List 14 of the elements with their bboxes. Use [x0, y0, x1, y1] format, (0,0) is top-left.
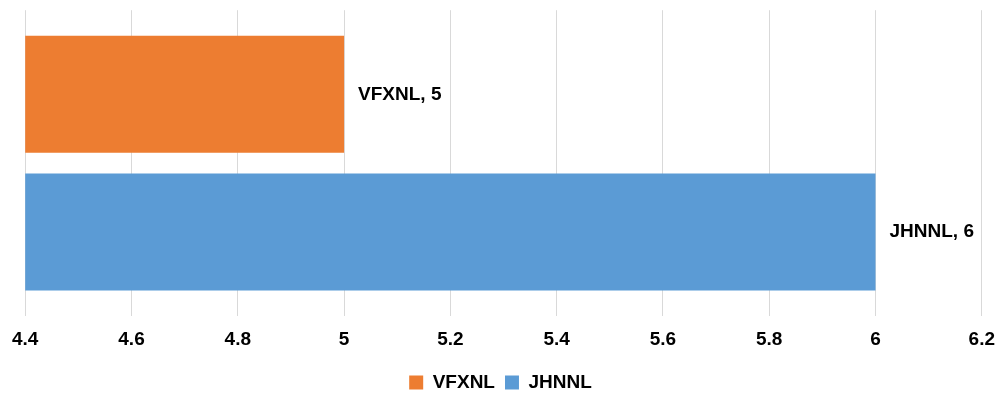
legend-label: JHNNL: [528, 370, 593, 392]
x-tick-label: 5.4: [543, 327, 571, 349]
x-tick-label: 4.8: [224, 327, 251, 349]
data-label: JHNNL, 6: [889, 220, 974, 242]
x-tick-label: 5: [338, 327, 350, 349]
x-tick-label: 4.4: [12, 327, 39, 349]
x-tick-label: 6: [870, 327, 881, 349]
x-tick-label: 5.2: [437, 327, 464, 349]
data-label: VFXNL, 5: [358, 82, 442, 104]
x-tick-label: 5.8: [756, 327, 783, 349]
x-tick-label: 6.2: [968, 327, 995, 349]
x-tick-label: 4.6: [118, 327, 145, 349]
legend-label: VFXNL: [432, 370, 496, 392]
x-tick-label: 5.6: [649, 327, 677, 349]
